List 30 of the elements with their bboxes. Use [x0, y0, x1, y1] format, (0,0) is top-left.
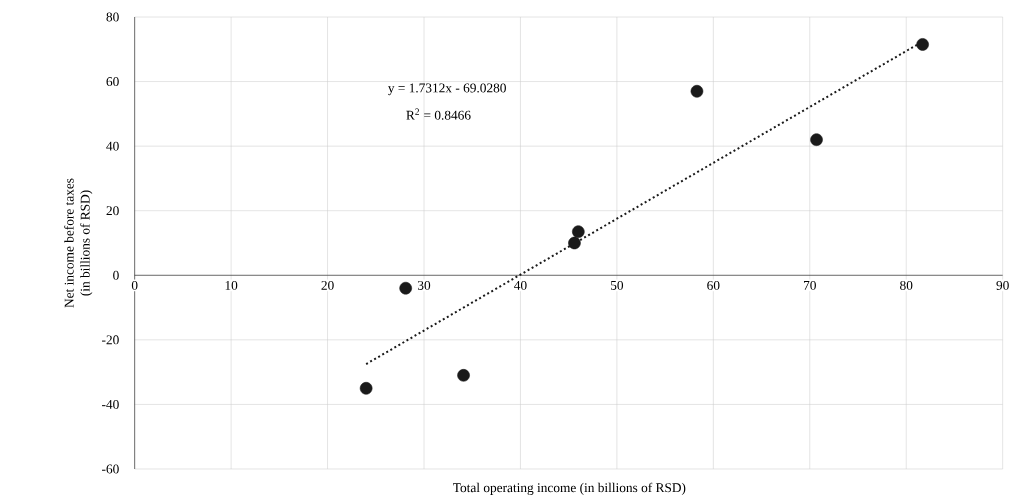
- y-tick-label: -60: [102, 464, 119, 474]
- x-tick-label: 0: [131, 280, 138, 290]
- x-axis-title: Total operating income (in billions of RSD): [453, 482, 686, 495]
- y-tick-label: 40: [106, 141, 119, 151]
- y-tick-label: 80: [106, 12, 119, 22]
- point: [810, 133, 823, 146]
- point: [916, 38, 929, 51]
- x-tick-label: 20: [321, 280, 334, 290]
- y-tick-label: -20: [102, 335, 119, 345]
- y-axis-title: Net income before taxes (in billions of RSD): [64, 178, 93, 308]
- x-tick-label: 90: [996, 280, 1009, 290]
- x-tick-label: 80: [900, 280, 913, 290]
- x-tick-label: 10: [225, 280, 238, 290]
- point: [457, 369, 470, 382]
- y-tick-label: 0: [113, 270, 119, 280]
- annotation: y = 1.7312x - 69.0280: [388, 83, 506, 96]
- point: [399, 281, 412, 295]
- annotation: R$^{2}$ = 0.8466: [406, 108, 471, 120]
- y-tick-label: -40: [102, 399, 119, 409]
- x-tick-label: 30: [417, 280, 431, 290]
- point: [568, 236, 581, 250]
- x-tick-label: 60: [707, 280, 720, 290]
- point: [359, 382, 373, 395]
- x-tick-label: 50: [611, 280, 624, 290]
- y-tick-label: 60: [106, 77, 119, 87]
- x-tick-label: 40: [514, 280, 527, 290]
- x-tick-label: 70: [803, 280, 816, 290]
- y-tick-label: 20: [106, 206, 119, 216]
- point: [690, 84, 704, 98]
- point: [572, 225, 585, 238]
